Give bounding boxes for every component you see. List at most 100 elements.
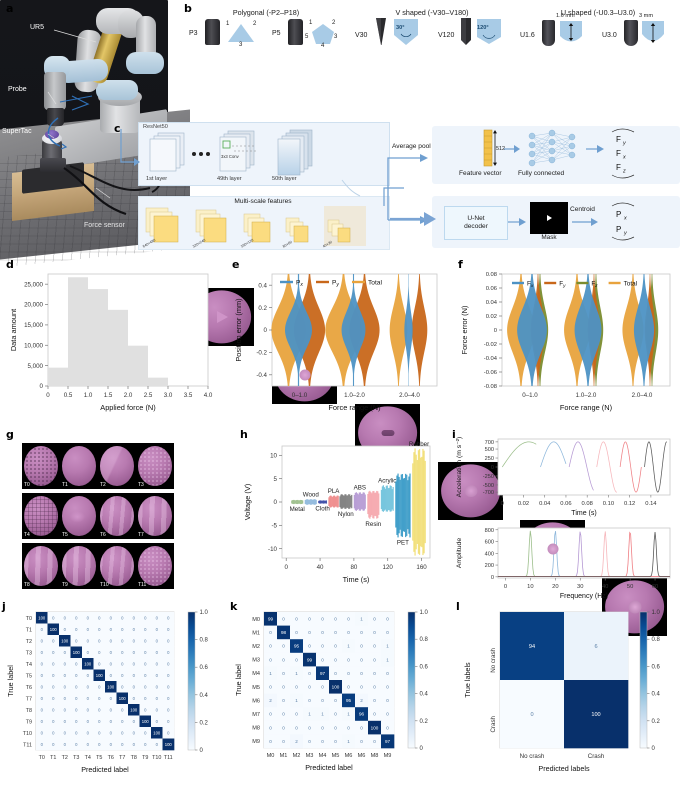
svg-text:0: 0 bbox=[41, 696, 44, 701]
svg-text:0: 0 bbox=[295, 725, 298, 730]
svg-text:Px: Px bbox=[296, 280, 303, 289]
svg-text:0: 0 bbox=[52, 730, 55, 735]
svg-text:0: 0 bbox=[501, 501, 504, 507]
probe-body-u30 bbox=[624, 20, 638, 46]
svg-text:0: 0 bbox=[167, 615, 170, 620]
svg-text:4.0: 4.0 bbox=[204, 392, 213, 399]
svg-text:-250: -250 bbox=[483, 474, 494, 480]
svg-text:0: 0 bbox=[167, 684, 170, 689]
svg-text:0: 0 bbox=[121, 627, 124, 632]
svg-text:0: 0 bbox=[494, 328, 497, 334]
svg-text:0: 0 bbox=[321, 616, 324, 621]
feature-vector-dim: 512 bbox=[496, 146, 505, 152]
svg-text:0: 0 bbox=[144, 742, 147, 747]
svg-text:M2: M2 bbox=[252, 644, 260, 650]
svg-text:0: 0 bbox=[75, 673, 78, 678]
probe-shape-u16 bbox=[560, 21, 582, 42]
svg-text:0: 0 bbox=[373, 739, 376, 744]
label-force-sensor: Force sensor bbox=[84, 222, 125, 229]
svg-text:0.04: 0.04 bbox=[539, 501, 551, 507]
svg-text:M7: M7 bbox=[252, 712, 260, 718]
svg-text:0: 0 bbox=[308, 671, 311, 676]
svg-text:0: 0 bbox=[360, 630, 363, 635]
svg-text:0: 0 bbox=[41, 742, 44, 747]
svg-text:3: 3 bbox=[334, 34, 338, 40]
svg-text:0: 0 bbox=[167, 719, 170, 724]
chart-l-confusion: 94 6 0 100 No crash Crash No crash Crash Predict… bbox=[463, 610, 661, 773]
svg-text:M4: M4 bbox=[252, 671, 260, 677]
svg-text:0: 0 bbox=[156, 673, 159, 678]
svg-text:0: 0 bbox=[133, 638, 136, 643]
svg-text:0: 0 bbox=[52, 661, 55, 666]
svg-text:0: 0 bbox=[167, 707, 170, 712]
svg-text:0: 0 bbox=[64, 730, 67, 735]
svg-text:0.4: 0.4 bbox=[258, 282, 267, 289]
svg-text:0: 0 bbox=[282, 644, 285, 649]
svg-text:1.0: 1.0 bbox=[84, 392, 93, 399]
svg-text:0: 0 bbox=[110, 707, 113, 712]
svg-text:800: 800 bbox=[485, 528, 494, 534]
svg-text:-5: -5 bbox=[271, 523, 277, 530]
svg-text:0: 0 bbox=[87, 627, 90, 632]
svg-text:0: 0 bbox=[295, 630, 298, 635]
svg-text:No crash: No crash bbox=[520, 753, 545, 760]
svg-text:2: 2 bbox=[332, 20, 336, 26]
svg-text:500: 500 bbox=[485, 447, 494, 453]
svg-text:1: 1 bbox=[308, 712, 311, 717]
svg-text:0: 0 bbox=[334, 698, 337, 703]
svg-text:0: 0 bbox=[133, 730, 136, 735]
svg-text:0: 0 bbox=[110, 627, 113, 632]
svg-text:0: 0 bbox=[87, 707, 90, 712]
svg-text:0: 0 bbox=[167, 696, 170, 701]
svg-text:0.02: 0.02 bbox=[486, 314, 497, 320]
svg-text:0: 0 bbox=[133, 650, 136, 655]
svg-text:T2: T2 bbox=[62, 755, 68, 761]
svg-text:Fx: Fx bbox=[527, 281, 534, 290]
svg-text:T10: T10 bbox=[23, 731, 32, 737]
svg-text:100: 100 bbox=[332, 684, 340, 689]
svg-text:5: 5 bbox=[274, 476, 278, 483]
svg-text:0: 0 bbox=[167, 730, 170, 735]
svg-text:T3: T3 bbox=[26, 650, 32, 656]
svg-text:0: 0 bbox=[64, 615, 67, 620]
svg-text:0: 0 bbox=[144, 673, 147, 678]
svg-text:0: 0 bbox=[200, 748, 204, 754]
svg-text:0: 0 bbox=[156, 684, 159, 689]
svg-text:0: 0 bbox=[87, 684, 90, 689]
svg-text:No crash: No crash bbox=[490, 647, 497, 672]
probe-body-p3 bbox=[205, 19, 220, 45]
svg-text:T2: T2 bbox=[26, 639, 32, 645]
svg-text:0: 0 bbox=[52, 638, 55, 643]
svg-text:Resin: Resin bbox=[365, 521, 381, 528]
svg-text:2.5: 2.5 bbox=[144, 392, 153, 399]
svg-text:-700: -700 bbox=[483, 490, 494, 496]
svg-text:Frequency (Hz): Frequency (Hz) bbox=[560, 593, 608, 600]
svg-text:T6: T6 bbox=[26, 685, 32, 691]
tactile-tile: T4 bbox=[22, 493, 60, 539]
svg-text:80×60: 80×60 bbox=[282, 240, 293, 249]
svg-text:0: 0 bbox=[52, 719, 55, 724]
panel-j-letter: j bbox=[2, 600, 6, 613]
svg-text:2.0–4.0: 2.0–4.0 bbox=[632, 392, 653, 399]
svg-text:0.10: 0.10 bbox=[603, 501, 614, 507]
svg-text:0: 0 bbox=[98, 650, 101, 655]
probe-shape-u30 bbox=[642, 21, 664, 43]
svg-text:0: 0 bbox=[46, 392, 50, 399]
panel-g-tile-grid: T0 T1 T2 T3 T4 T5 T6 T7 T8 T9 T10 T11 bbox=[22, 443, 174, 591]
svg-text:M6: M6 bbox=[252, 698, 260, 704]
svg-text:0.2: 0.2 bbox=[200, 720, 209, 726]
svg-text:Data amount: Data amount bbox=[9, 309, 18, 351]
panel-i-letter: i bbox=[452, 428, 456, 441]
svg-text:0.06: 0.06 bbox=[486, 286, 497, 292]
svg-text:0: 0 bbox=[156, 742, 159, 747]
svg-text:0: 0 bbox=[167, 661, 170, 666]
svg-text:3x3 Conv: 3x3 Conv bbox=[221, 154, 240, 159]
svg-text:400: 400 bbox=[485, 551, 494, 557]
svg-text:0: 0 bbox=[308, 684, 311, 689]
svg-text:0: 0 bbox=[321, 657, 324, 662]
svg-text:True labels: True labels bbox=[463, 662, 472, 698]
svg-text:0: 0 bbox=[110, 650, 113, 655]
svg-text:0: 0 bbox=[121, 638, 124, 643]
svg-text:0: 0 bbox=[98, 742, 101, 747]
svg-text:1.0–2.0: 1.0–2.0 bbox=[344, 392, 365, 399]
